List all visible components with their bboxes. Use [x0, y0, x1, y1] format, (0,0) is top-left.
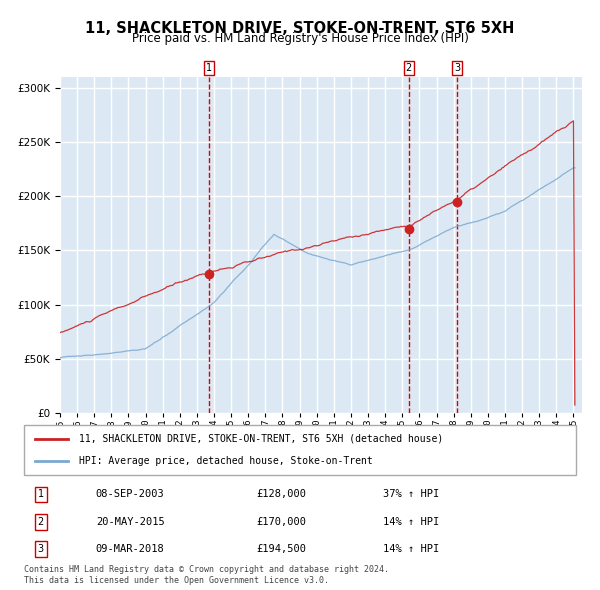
Text: 11, SHACKLETON DRIVE, STOKE-ON-TRENT, ST6 5XH: 11, SHACKLETON DRIVE, STOKE-ON-TRENT, ST… — [85, 21, 515, 35]
Text: This data is licensed under the Open Government Licence v3.0.: This data is licensed under the Open Gov… — [24, 576, 329, 585]
Text: 11, SHACKLETON DRIVE, STOKE-ON-TRENT, ST6 5XH (detached house): 11, SHACKLETON DRIVE, STOKE-ON-TRENT, ST… — [79, 434, 443, 444]
Text: 20-MAY-2015: 20-MAY-2015 — [96, 517, 164, 527]
Text: 09-MAR-2018: 09-MAR-2018 — [96, 544, 164, 554]
Text: 14% ↑ HPI: 14% ↑ HPI — [383, 517, 439, 527]
Text: Price paid vs. HM Land Registry's House Price Index (HPI): Price paid vs. HM Land Registry's House … — [131, 32, 469, 45]
Text: HPI: Average price, detached house, Stoke-on-Trent: HPI: Average price, detached house, Stok… — [79, 456, 373, 466]
Text: 37% ↑ HPI: 37% ↑ HPI — [383, 490, 439, 499]
Text: Contains HM Land Registry data © Crown copyright and database right 2024.: Contains HM Land Registry data © Crown c… — [24, 565, 389, 574]
FancyBboxPatch shape — [24, 425, 576, 475]
Text: 08-SEP-2003: 08-SEP-2003 — [96, 490, 164, 499]
Text: 14% ↑ HPI: 14% ↑ HPI — [383, 544, 439, 554]
Text: £170,000: £170,000 — [256, 517, 306, 527]
Text: 1: 1 — [206, 63, 212, 73]
Text: 3: 3 — [37, 544, 44, 554]
Text: £128,000: £128,000 — [256, 490, 306, 499]
Text: 1: 1 — [37, 490, 44, 499]
Text: 3: 3 — [454, 63, 460, 73]
Text: 2: 2 — [37, 517, 44, 527]
Text: £194,500: £194,500 — [256, 544, 306, 554]
Text: 2: 2 — [406, 63, 412, 73]
